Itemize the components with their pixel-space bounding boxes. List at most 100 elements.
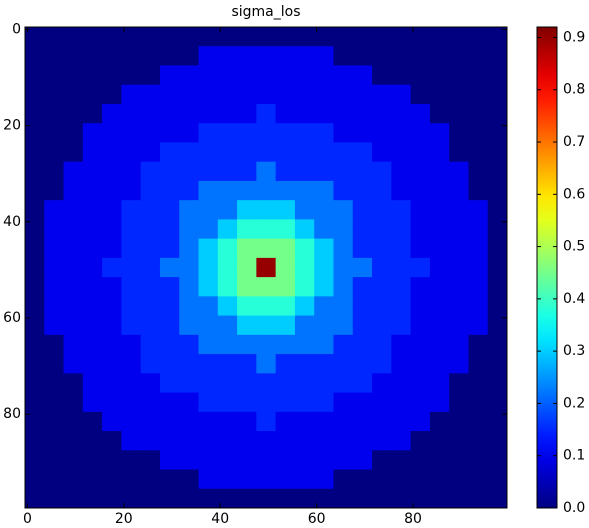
- heatmap-cell: [352, 238, 373, 259]
- heatmap-cell: [198, 103, 219, 124]
- heatmap-cell: [429, 411, 450, 432]
- heatmap-cell: [391, 450, 412, 471]
- heatmap-cell: [449, 161, 469, 182]
- heatmap-cell: [352, 334, 373, 355]
- heatmap-cell: [198, 200, 219, 220]
- heatmap-cell: [102, 354, 122, 374]
- heatmap-cell: [121, 180, 142, 201]
- heatmap-cell: [487, 200, 508, 220]
- heatmap-cell: [275, 334, 296, 355]
- heatmap-cell: [198, 277, 219, 297]
- heatmap-cell: [314, 180, 334, 201]
- heatmap-cell: [391, 373, 412, 394]
- heatmap-cell: [44, 431, 65, 451]
- heatmap-cell: [237, 123, 257, 143]
- heatmap-cell: [487, 277, 508, 297]
- heatmap-cell: [121, 257, 142, 278]
- heatmap-cell: [217, 180, 238, 201]
- heatmap-cell: [487, 450, 508, 471]
- heatmap-cell: [237, 411, 257, 432]
- heatmap-cell: [352, 180, 373, 201]
- heatmap-cell: [372, 488, 392, 509]
- heatmap-cell: [449, 200, 469, 220]
- heatmap-cell: [256, 469, 277, 490]
- heatmap-cell: [429, 488, 450, 509]
- heatmap-cell: [44, 161, 65, 182]
- heatmap-cell: [449, 65, 469, 86]
- heatmap-cell: [63, 431, 84, 451]
- heatmap-cell: [314, 84, 334, 105]
- colorbar-tick-label: 0.9: [563, 29, 585, 45]
- heatmap-cell: [449, 277, 469, 297]
- heatmap-cell: [314, 450, 334, 471]
- heatmap-cell: [333, 296, 354, 317]
- heatmap-cell: [63, 450, 84, 471]
- heatmap-cell: [63, 65, 84, 86]
- heatmap-cell: [121, 84, 142, 105]
- heatmap-cell: [63, 161, 84, 182]
- heatmap-cell: [102, 46, 122, 66]
- heatmap-cell: [429, 84, 450, 105]
- heatmap-cell: [352, 488, 373, 509]
- heatmap-cell: [352, 65, 373, 86]
- heatmap-cell: [314, 296, 334, 317]
- y-tick-label: 20: [3, 118, 21, 134]
- heatmap-cell: [449, 103, 469, 124]
- heatmap-cell: [179, 277, 200, 297]
- heatmap-cell: [44, 65, 65, 86]
- heatmap-cell: [198, 161, 219, 182]
- heatmap-cell: [333, 277, 354, 297]
- heatmap-cell: [179, 469, 200, 490]
- heatmap-cell: [468, 180, 489, 201]
- heatmap-cell: [372, 450, 392, 471]
- heatmap-cell: [140, 103, 161, 124]
- heatmap-cell: [25, 277, 45, 297]
- heatmap-cell: [82, 392, 103, 413]
- heatmap-cell: [237, 27, 257, 47]
- heatmap-cell: [449, 123, 469, 143]
- heatmap-cell: [102, 161, 122, 182]
- heatmap-cell: [140, 238, 161, 259]
- heatmap-cell: [487, 373, 508, 394]
- heatmap-cell: [159, 277, 180, 297]
- heatmap-cell: [237, 354, 257, 374]
- heatmap-cell: [391, 180, 412, 201]
- heatmap-cell: [121, 488, 142, 509]
- heatmap-cell: [44, 142, 65, 163]
- heatmap-cell: [198, 219, 219, 240]
- heatmap-cell: [179, 123, 200, 143]
- heatmap-cell: [449, 450, 469, 471]
- heatmap-cell: [429, 161, 450, 182]
- heatmap-cell: [294, 219, 315, 240]
- heatmap-cell: [391, 103, 412, 124]
- heatmap-cell: [82, 373, 103, 394]
- heatmap-cell: [217, 123, 238, 143]
- heatmap-cell: [82, 450, 103, 471]
- heatmap-cell: [468, 411, 489, 432]
- heatmap-cell: [333, 180, 354, 201]
- heatmap-cell: [256, 334, 277, 355]
- heatmap-cell: [217, 238, 238, 259]
- heatmap-cell: [294, 161, 315, 182]
- heatmap-cell: [468, 334, 489, 355]
- heatmap-cell: [410, 431, 431, 451]
- heatmap-cell: [121, 65, 142, 86]
- heatmap-cell: [25, 27, 45, 47]
- heatmap-cell: [410, 450, 431, 471]
- heatmap-cell: [63, 200, 84, 220]
- heatmap-cell: [44, 296, 65, 317]
- heatmap-cell: [159, 392, 180, 413]
- heatmap-cell: [121, 46, 142, 66]
- heatmap-cell: [140, 84, 161, 105]
- heatmap-cell: [217, 469, 238, 490]
- heatmap-cell: [198, 65, 219, 86]
- heatmap-cell: [410, 65, 431, 86]
- heatmap-cell: [179, 411, 200, 432]
- colorbar-tick-label: 0.0: [563, 500, 585, 516]
- heatmap-cell: [333, 200, 354, 220]
- heatmap-cell: [410, 219, 431, 240]
- heatmap-cell: [449, 392, 469, 413]
- heatmap-cell: [256, 219, 277, 240]
- heatmap-cell: [391, 488, 412, 509]
